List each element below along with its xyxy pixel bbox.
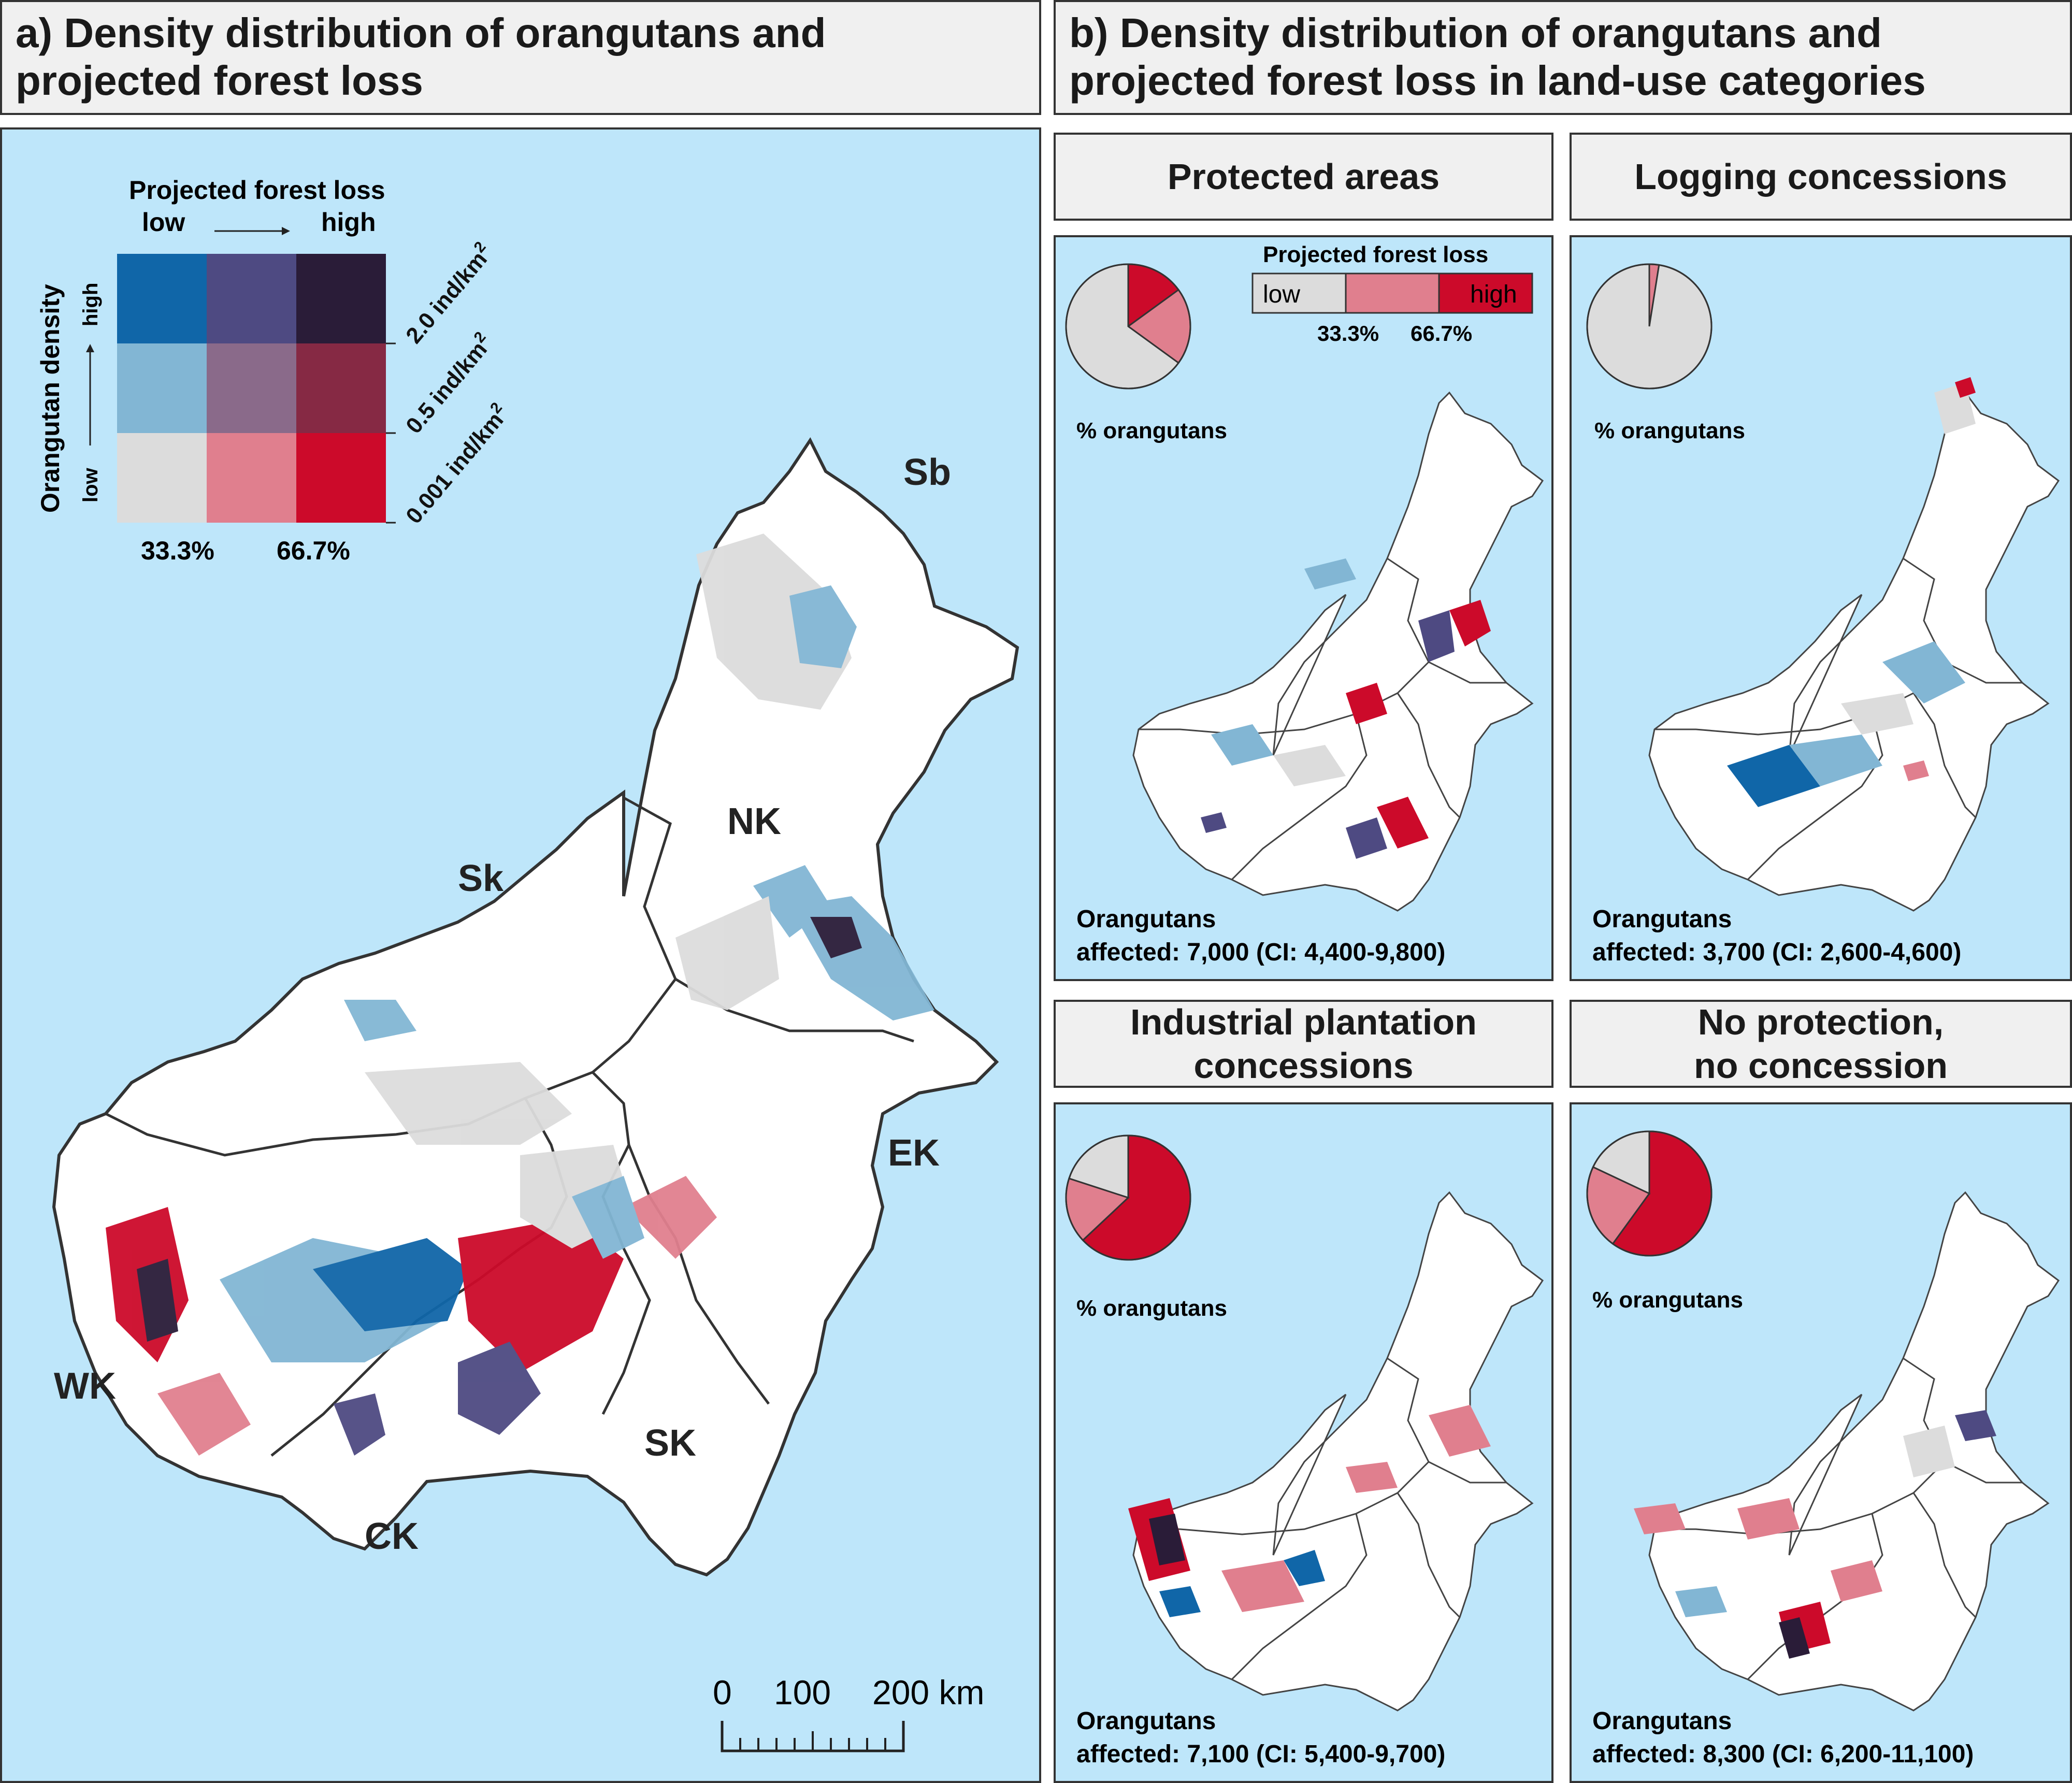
cat4-title-line2: no concession [1693, 1045, 1948, 1086]
grid-cell-r1c1 [117, 254, 207, 343]
panel-a-title: a) Density distribution of orangutans an… [0, 0, 1041, 115]
cat3-map-panel: % orangutans Orangutans affected: 7,100 … [1054, 1102, 1553, 1783]
legend-arrowhead-h [282, 227, 290, 235]
cat4-map-panel: % orangutans Orangutans affected: 8,300 … [1570, 1102, 2072, 1783]
loss-legend-low-box [1251, 272, 1347, 314]
grid-cell-r3c1 [117, 433, 207, 523]
cat2-affected-line2: affected: 3,700 (CI: 2,600-4,600) [1592, 939, 1961, 966]
cat2-header: Logging concessions [1570, 133, 2072, 221]
cat4-header: No protection, no concession [1570, 1000, 2072, 1088]
cat1-affected-line1: Orangutans [1076, 905, 1216, 933]
legend-side-title: Orangutan density [36, 284, 65, 513]
legend-side-high: high [79, 283, 102, 326]
pie-3-outline [1065, 1134, 1191, 1261]
loss-legend-pct1: 33.3% [1317, 321, 1379, 346]
loss-legend: Projected forest loss low high 33.3% 66.… [1251, 242, 1533, 346]
scale-200: 200 km [872, 1673, 984, 1712]
legend-top-title: Projected forest loss [129, 176, 385, 205]
cat3-title-line1: Industrial plantation [1130, 1002, 1477, 1042]
label-sb: Sb [903, 452, 951, 493]
cat3-affected-line2: affected: 7,100 (CI: 5,400-9,700) [1076, 1741, 1445, 1768]
legend-pct-67: 66.7% [277, 536, 350, 565]
loss-legend-low: low [1263, 281, 1300, 308]
label-nk: NK [727, 801, 781, 842]
scale-ticks [739, 1731, 886, 1751]
cat4-patches [1634, 1410, 1996, 1659]
panel-a-map: Sb NK Sk EK WK SK CK Projected forest lo… [0, 127, 1041, 1783]
panel-b-title-line1: b) Density distribution of orangutans an… [1069, 10, 1882, 56]
cat1-map-panel: % orangutans Projected forest loss low h… [1054, 235, 1553, 981]
cat1-header: Protected areas [1054, 133, 1553, 221]
cat4-title-line1: No protection, [1697, 1002, 1944, 1042]
cat1-pie-label: % orangutans [1076, 418, 1227, 443]
loss-legend-high: high [1470, 281, 1517, 308]
cat2-patches [1727, 377, 1976, 807]
loss-legend-high-box [1438, 272, 1533, 314]
cat2-borneo [1648, 392, 2060, 912]
grid-cell-r2c3 [296, 343, 386, 433]
cat2-svg: % orangutans Orangutans affected: 3,700 … [1586, 263, 2060, 966]
panel-a-title-line2: projected forest loss [16, 57, 423, 104]
borneo-map-main: Sb NK Sk EK WK SK CK Projected forest lo… [36, 176, 1019, 1752]
grid-cell-r1c3 [296, 254, 386, 343]
cat1-patches [1201, 558, 1491, 859]
legend-high-label: high [321, 208, 376, 237]
pie-2-outline [1586, 263, 1713, 390]
cat1-borneo [1132, 392, 1544, 912]
orangutan-density-patches [106, 534, 934, 1456]
legend-grid [117, 254, 386, 523]
legend-arrowhead-v [86, 344, 94, 352]
grid-cell-r3c2 [207, 433, 296, 523]
region-labels: Sb NK Sk EK WK SK CK [54, 452, 951, 1557]
cat2-map-panel: % orangutans Orangutans affected: 3,700 … [1570, 235, 2072, 981]
panel-b-title: b) Density distribution of orangutans an… [1054, 0, 2072, 115]
grid-cell-r2c1 [117, 343, 207, 433]
cat3-patches [1128, 1405, 1491, 1617]
panel-a-title-line1: a) Density distribution of orangutans an… [16, 10, 826, 56]
label-sk-south: SK [644, 1422, 696, 1464]
label-ck: CK [365, 1516, 419, 1557]
legend-side-low: low [79, 467, 102, 502]
cat2-pie [1586, 263, 1713, 390]
cat3-pie [1065, 1134, 1191, 1261]
cat3-header: Industrial plantation concessions [1054, 1000, 1553, 1088]
cat1-title-line1: Protected areas [1167, 156, 1440, 197]
grid-cell-r3c3 [296, 433, 386, 523]
cat1-affected-line2: affected: 7,000 (CI: 4,400-9,800) [1076, 939, 1445, 966]
legend-low-label: low [142, 208, 185, 237]
cat4-svg: % orangutans Orangutans affected: 8,300 … [1586, 1130, 2060, 1768]
loss-legend-title: Projected forest loss [1263, 242, 1488, 267]
cat2-pie-label: % orangutans [1594, 418, 1745, 443]
cat4-affected-line2: affected: 8,300 (CI: 6,200-11,100) [1592, 1741, 1974, 1768]
label-ek: EK [888, 1132, 940, 1174]
cat4-pie-label: % orangutans [1592, 1287, 1743, 1313]
cat4-pie [1586, 1130, 1713, 1257]
cat4-affected-line1: Orangutans [1592, 1707, 1732, 1735]
grid-cell-r1c2 [207, 254, 296, 343]
density-label-2: 2.0 ind/km2 [399, 238, 497, 348]
pie-1-outline [1065, 263, 1191, 390]
loss-legend-pct2: 66.7% [1411, 321, 1472, 346]
cat1-pie [1065, 263, 1191, 390]
label-wk: WK [54, 1365, 116, 1407]
cat2-title-line1: Logging concessions [1634, 156, 2007, 197]
legend-pct-33: 33.3% [141, 536, 214, 565]
cat3-title-line2: concessions [1193, 1045, 1414, 1086]
cat2-affected-line1: Orangutans [1592, 905, 1732, 933]
label-sk-sarawak: Sk [458, 858, 504, 899]
cat3-affected-line1: Orangutans [1076, 1707, 1216, 1735]
bivariate-legend: Projected forest loss low high Orangutan… [36, 176, 508, 565]
scale-bar: 0 100 200 km [713, 1673, 984, 1752]
scale-0: 0 [713, 1673, 732, 1712]
loss-legend-mid-box [1345, 272, 1440, 314]
scale-100: 100 [774, 1673, 831, 1712]
grid-cell-r2c2 [207, 343, 296, 433]
pie-4-outline [1586, 1130, 1713, 1257]
cat3-borneo [1132, 1191, 1544, 1712]
cat3-pie-label: % orangutans [1076, 1296, 1227, 1321]
cat1-svg: % orangutans Projected forest loss low h… [1065, 242, 1544, 966]
cat3-svg: % orangutans Orangutans affected: 7,100 … [1065, 1134, 1544, 1768]
cat4-borneo [1648, 1191, 2060, 1712]
panel-b-title-line2: projected forest loss in land-use catego… [1069, 57, 1926, 104]
